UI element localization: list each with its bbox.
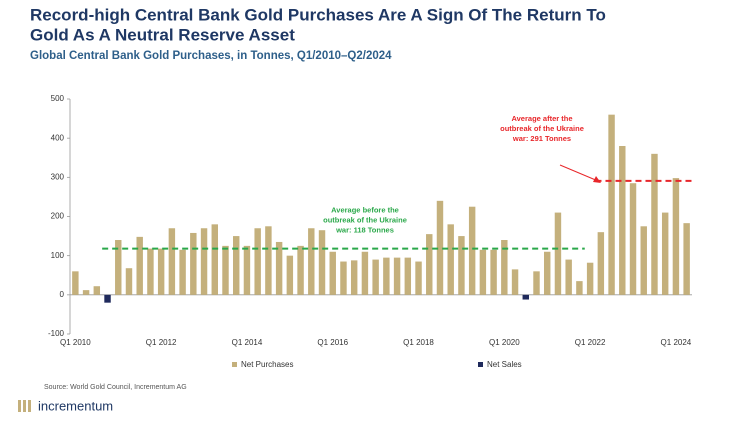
bar — [651, 153, 658, 295]
bar — [297, 245, 304, 295]
x-tick-label: Q1 2018 — [403, 338, 434, 347]
bar — [168, 228, 176, 295]
source: Source: World Gold Council, Incrementum … — [44, 384, 187, 391]
x-tick-label: Q1 2024 — [661, 338, 692, 347]
bar — [233, 236, 240, 295]
bar — [383, 257, 390, 295]
bar — [683, 223, 690, 295]
bar — [586, 262, 594, 295]
bar — [211, 224, 218, 295]
annotation: outbreak of the Ukraine — [323, 216, 407, 225]
annotation: Average after the — [512, 114, 573, 123]
y-tick-label: -100 — [48, 329, 65, 338]
bar — [629, 183, 637, 295]
bar — [522, 294, 529, 300]
legend-label: Net Purchases — [241, 360, 293, 369]
bar — [222, 245, 229, 295]
bar — [318, 230, 326, 295]
arrow-head — [593, 176, 601, 183]
bar — [147, 248, 154, 295]
bar — [404, 257, 412, 295]
bar — [179, 249, 186, 295]
bar — [415, 261, 422, 295]
bar — [393, 257, 401, 295]
y-tick-label: 0 — [60, 290, 65, 299]
bar — [190, 232, 197, 295]
bar — [157, 248, 165, 295]
bar — [426, 234, 433, 295]
y-tick-label: 400 — [51, 133, 65, 142]
bar — [501, 240, 508, 295]
bar — [661, 212, 669, 295]
y-tick-label: 200 — [51, 212, 65, 221]
bar — [511, 269, 519, 295]
bar — [243, 245, 251, 295]
brand: incrementum — [38, 398, 113, 413]
bar — [93, 286, 101, 295]
x-tick-label: Q1 2012 — [146, 338, 177, 347]
bar — [619, 146, 626, 295]
bar — [104, 294, 111, 303]
annotation: Average before the — [331, 206, 399, 215]
bar — [286, 255, 294, 295]
bar — [254, 228, 261, 295]
annotation: war: 291 Tonnes — [512, 134, 571, 143]
bar — [350, 260, 358, 295]
annotation: outbreak of the Ukraine — [500, 124, 584, 133]
bar — [200, 228, 208, 295]
bar — [72, 271, 79, 295]
bar — [136, 236, 143, 295]
x-tick-label: Q1 2014 — [232, 338, 263, 347]
bar — [329, 251, 336, 295]
x-tick-label: Q1 2020 — [489, 338, 520, 347]
bar — [490, 249, 497, 295]
legend-swatch — [478, 362, 483, 367]
legend-label: Net Sales — [487, 360, 522, 369]
x-tick-label: Q1 2010 — [60, 338, 91, 347]
bar — [82, 290, 90, 295]
bar — [544, 251, 551, 295]
bar — [672, 178, 680, 295]
bar — [640, 226, 647, 295]
legend-swatch — [232, 362, 237, 367]
chart-title: Record-high Central Bank Gold Purchases … — [30, 5, 606, 24]
bar — [597, 232, 605, 295]
x-tick-label: Q1 2016 — [317, 338, 348, 347]
bar — [308, 228, 315, 295]
bar — [533, 271, 540, 295]
bar — [275, 241, 283, 295]
chart-title: Gold As A Neutral Reserve Asset — [30, 25, 295, 44]
bar — [436, 200, 444, 295]
bar — [479, 249, 487, 295]
bar — [458, 236, 465, 295]
bar — [125, 268, 133, 295]
y-tick-label: 100 — [51, 251, 65, 260]
annotation-arrow — [559, 164, 599, 182]
logo — [18, 400, 31, 412]
y-tick-label: 500 — [51, 94, 65, 103]
y-tick-label: 300 — [51, 172, 65, 181]
bar — [554, 212, 562, 295]
bar — [447, 224, 454, 295]
bar — [115, 240, 122, 295]
bar — [340, 261, 347, 295]
bar — [265, 226, 272, 295]
chart-subtitle: Global Central Bank Gold Purchases, in T… — [30, 50, 392, 62]
bar — [565, 259, 572, 295]
bar — [468, 206, 476, 295]
bar — [576, 281, 583, 295]
x-tick-label: Q1 2022 — [575, 338, 606, 347]
bar — [372, 259, 379, 295]
bar — [361, 251, 369, 295]
bar — [608, 114, 615, 295]
annotation: war: 118 Tonnes — [335, 226, 394, 235]
